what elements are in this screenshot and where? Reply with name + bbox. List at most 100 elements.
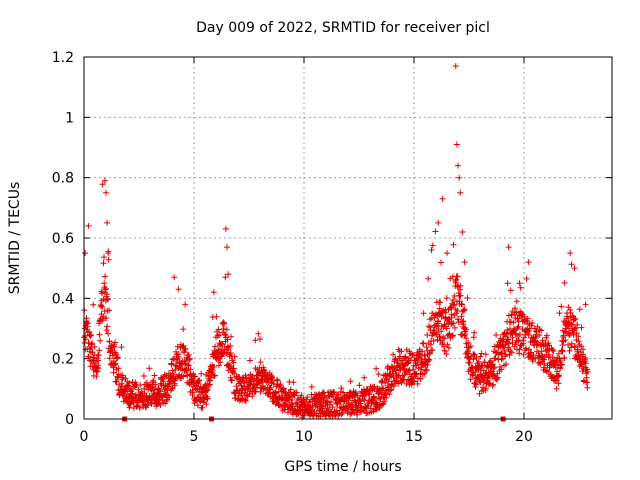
data-point bbox=[529, 320, 536, 326]
data-point bbox=[422, 367, 429, 374]
data-point bbox=[289, 403, 296, 410]
data-point bbox=[582, 301, 589, 308]
data-point bbox=[182, 346, 189, 353]
data-point bbox=[511, 326, 518, 332]
data-point bbox=[373, 400, 380, 407]
data-point bbox=[101, 254, 107, 261]
data-point bbox=[112, 360, 119, 367]
data-point bbox=[286, 389, 293, 396]
y-tick-label: 0 bbox=[65, 412, 74, 428]
data-point bbox=[102, 273, 109, 280]
data-point bbox=[490, 381, 496, 388]
data-point bbox=[386, 391, 393, 398]
data-point bbox=[252, 337, 259, 344]
data-point bbox=[505, 336, 512, 343]
data-point bbox=[102, 285, 109, 292]
data-point bbox=[508, 349, 515, 356]
data-point bbox=[89, 340, 96, 347]
data-point bbox=[574, 321, 581, 328]
data-point bbox=[231, 370, 238, 377]
data-point bbox=[249, 393, 256, 400]
data-point bbox=[198, 370, 205, 377]
data-point bbox=[100, 260, 107, 267]
data-point bbox=[211, 372, 218, 379]
data-point bbox=[419, 348, 426, 355]
data-point bbox=[428, 247, 435, 253]
data-point bbox=[395, 380, 402, 387]
data-point bbox=[451, 301, 458, 308]
data-point bbox=[222, 225, 229, 232]
data-point bbox=[467, 376, 474, 383]
data-point bbox=[550, 348, 557, 354]
data-point bbox=[169, 367, 176, 374]
data-point bbox=[572, 343, 578, 350]
data-point bbox=[90, 301, 97, 308]
data-point bbox=[157, 388, 164, 395]
data-point bbox=[450, 241, 457, 248]
data-point bbox=[203, 386, 210, 393]
data-point bbox=[582, 355, 589, 361]
data-point bbox=[221, 331, 228, 338]
data-point bbox=[473, 381, 480, 388]
data-point bbox=[538, 348, 545, 355]
data-point bbox=[95, 362, 102, 369]
data-point bbox=[441, 335, 448, 342]
data-point bbox=[126, 385, 133, 392]
data-point bbox=[580, 351, 587, 358]
data-point bbox=[116, 381, 122, 388]
data-point bbox=[186, 355, 193, 362]
data-point bbox=[561, 279, 568, 286]
data-point bbox=[137, 382, 144, 388]
data-point bbox=[512, 305, 518, 312]
data-point bbox=[357, 400, 364, 407]
data-point bbox=[425, 275, 432, 282]
data-point bbox=[106, 307, 113, 314]
data-point bbox=[304, 394, 311, 401]
data-point bbox=[308, 383, 315, 390]
data-point bbox=[513, 298, 520, 305]
data-point bbox=[104, 296, 111, 303]
data-point bbox=[555, 380, 562, 387]
data-point bbox=[441, 347, 448, 354]
data-point bbox=[391, 364, 398, 371]
data-point bbox=[203, 401, 210, 408]
data-point bbox=[559, 348, 566, 355]
data-point bbox=[435, 219, 442, 226]
data-point bbox=[429, 242, 436, 249]
data-point bbox=[584, 368, 591, 375]
data-point bbox=[352, 399, 359, 406]
data-point bbox=[524, 315, 531, 322]
data-point bbox=[82, 332, 89, 339]
data-point bbox=[461, 259, 468, 266]
data-point bbox=[255, 330, 262, 337]
data-point bbox=[465, 339, 472, 346]
data-point bbox=[440, 310, 446, 317]
data-point bbox=[553, 377, 560, 384]
data-point bbox=[538, 327, 545, 334]
data-point bbox=[247, 357, 253, 364]
data-point bbox=[438, 328, 445, 335]
data-point bbox=[558, 303, 565, 310]
data-point bbox=[478, 350, 485, 357]
data-point bbox=[413, 371, 420, 378]
data-point bbox=[575, 333, 582, 340]
data-point bbox=[212, 343, 219, 350]
data-point bbox=[430, 338, 437, 344]
data-point bbox=[473, 355, 480, 361]
data-point bbox=[152, 381, 159, 388]
data-point bbox=[338, 385, 345, 392]
x-tick-label: 5 bbox=[190, 429, 199, 445]
data-point bbox=[100, 313, 107, 320]
data-point bbox=[356, 382, 363, 389]
data-point bbox=[561, 355, 568, 362]
data-point bbox=[584, 379, 591, 386]
data-point bbox=[403, 380, 410, 387]
data-point bbox=[505, 244, 512, 251]
data-point bbox=[290, 379, 297, 386]
data-point bbox=[463, 326, 469, 333]
data-point bbox=[351, 394, 358, 400]
data-point bbox=[118, 344, 125, 351]
data-point bbox=[105, 250, 112, 257]
chart-title: Day 009 of 2022, SRMTID for receiver pic… bbox=[196, 20, 490, 36]
data-point bbox=[549, 354, 556, 361]
